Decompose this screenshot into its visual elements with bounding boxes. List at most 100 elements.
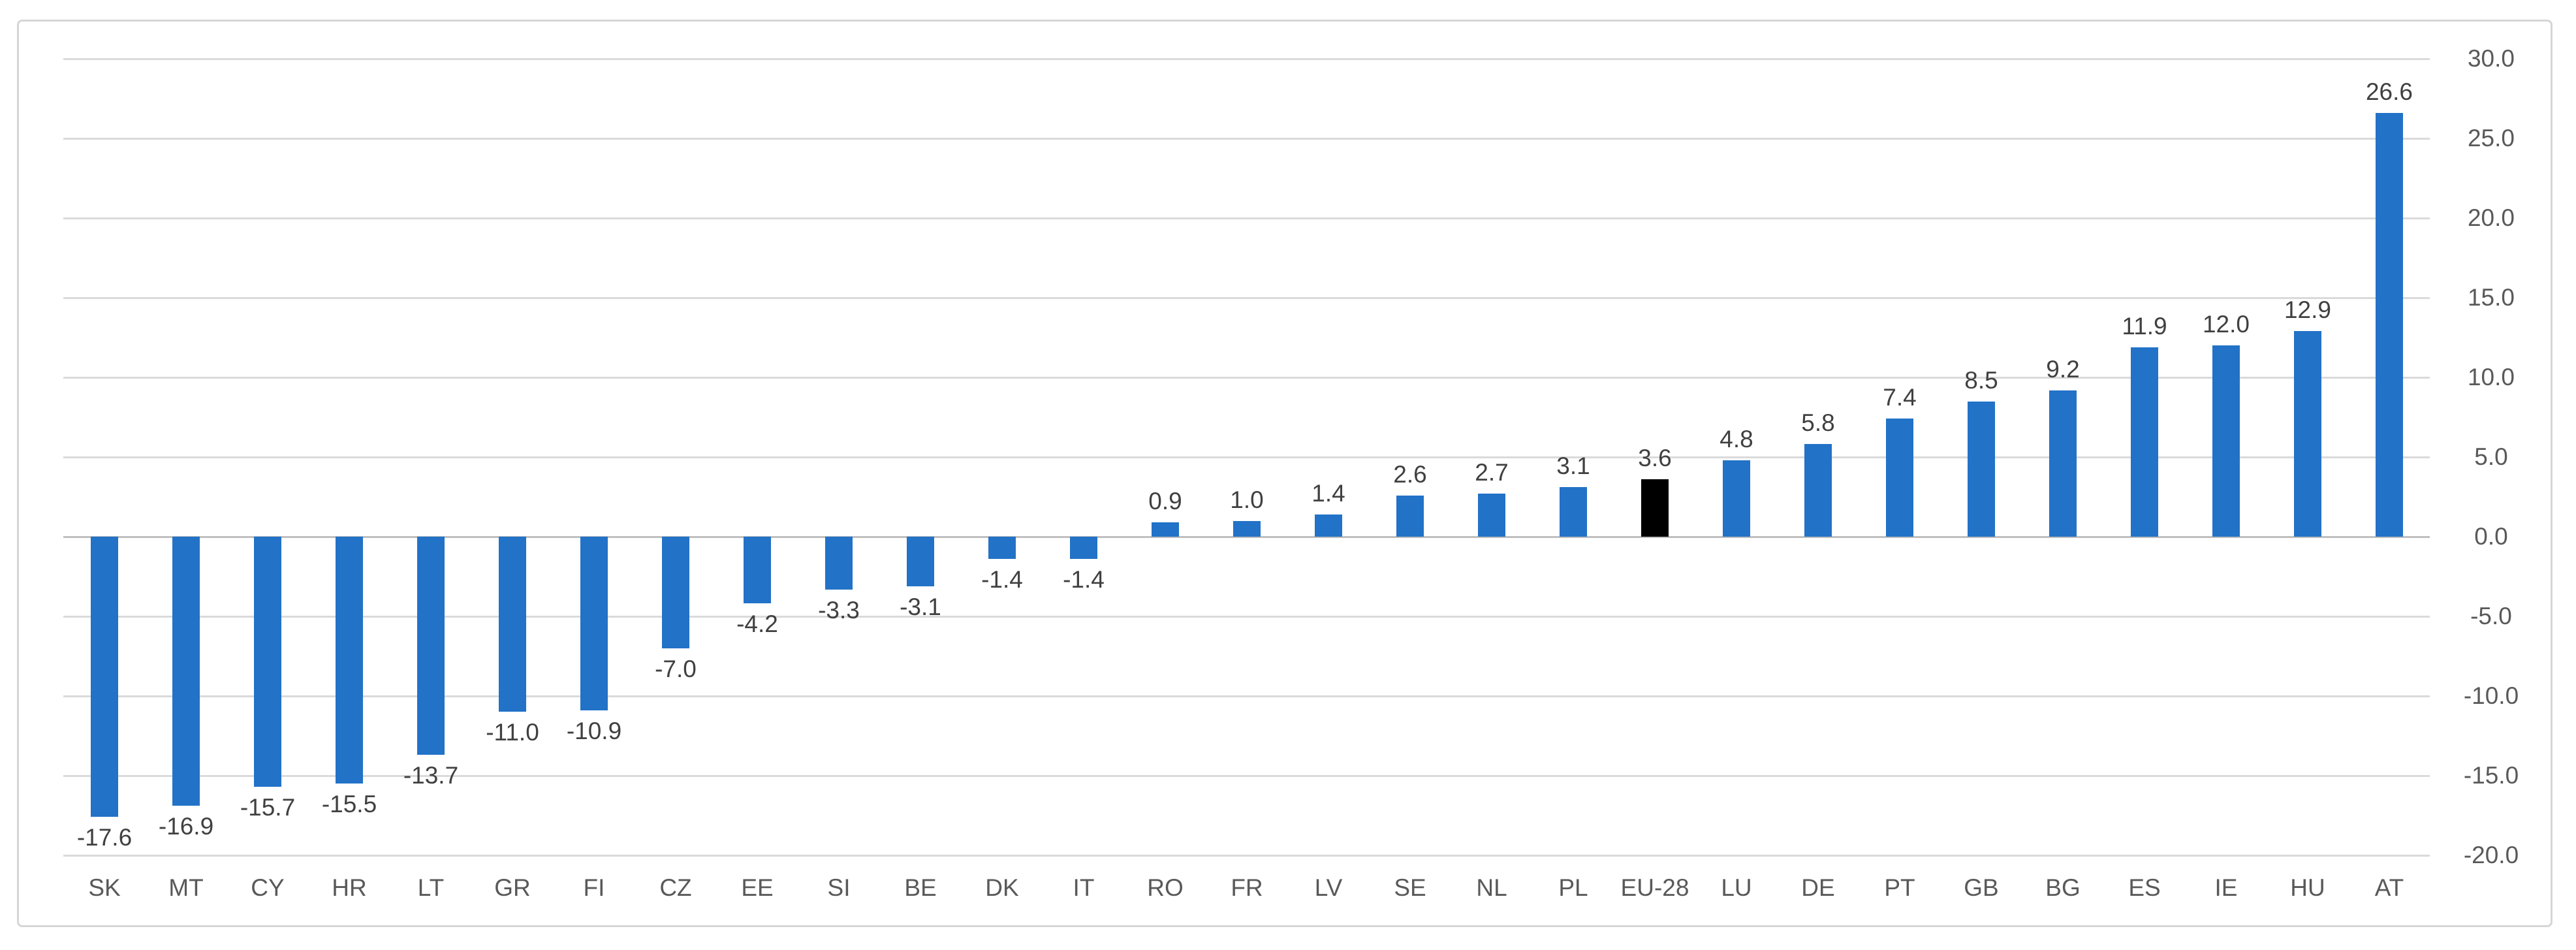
bar-hr bbox=[336, 537, 363, 784]
data-label-fi: -10.9 bbox=[566, 718, 622, 744]
category-label-sk: SK bbox=[88, 874, 121, 901]
data-label-sk: -17.6 bbox=[76, 824, 133, 851]
category-label-mt: MT bbox=[168, 874, 204, 901]
bar-fr bbox=[1233, 521, 1261, 537]
category-label-gr: GR bbox=[494, 874, 531, 901]
data-label-si: -3.3 bbox=[818, 597, 860, 624]
bar-gr bbox=[499, 537, 526, 712]
bar-be bbox=[907, 537, 934, 586]
gridline bbox=[63, 456, 2430, 458]
y-axis-tick-label: 0.0 bbox=[2474, 523, 2508, 550]
category-label-lv: LV bbox=[1314, 874, 1343, 901]
bar-de bbox=[1804, 444, 1832, 537]
bar-dk bbox=[988, 537, 1016, 559]
bar-gb bbox=[1968, 402, 1995, 537]
bar-pt bbox=[1886, 419, 1913, 537]
y-axis-tick-label: -15.0 bbox=[2463, 762, 2519, 789]
category-label-cy: CY bbox=[251, 874, 285, 901]
gridline bbox=[63, 775, 2430, 777]
category-label-fi: FI bbox=[583, 874, 605, 901]
bar-nl bbox=[1478, 494, 1505, 537]
y-axis-tick-label: 10.0 bbox=[2467, 364, 2515, 390]
data-label-cy: -15.7 bbox=[240, 794, 296, 821]
category-label-hr: HR bbox=[332, 874, 367, 901]
y-axis-tick-label: 5.0 bbox=[2474, 443, 2508, 470]
zero-axis-line bbox=[63, 536, 2430, 538]
category-label-bg: BG bbox=[2045, 874, 2081, 901]
category-label-lt: LT bbox=[417, 874, 445, 901]
bar-mt bbox=[172, 537, 200, 806]
data-label-dk: -1.4 bbox=[981, 566, 1023, 593]
data-label-de: 5.8 bbox=[1801, 409, 1835, 436]
data-label-lv: 1.4 bbox=[1312, 480, 1345, 507]
bar-lu bbox=[1723, 460, 1750, 537]
gridline bbox=[63, 377, 2430, 379]
y-axis-tick-label: 30.0 bbox=[2467, 45, 2515, 72]
category-label-gb: GB bbox=[1964, 874, 1999, 901]
gridline bbox=[63, 297, 2430, 299]
bar-pl bbox=[1560, 487, 1587, 537]
data-label-se: 2.6 bbox=[1393, 461, 1427, 488]
bar-bg bbox=[2049, 390, 2077, 537]
bar-eu-28 bbox=[1641, 479, 1669, 537]
data-label-gb: 8.5 bbox=[1964, 367, 1998, 394]
category-label-nl: NL bbox=[1476, 874, 1507, 901]
data-label-it: -1.4 bbox=[1063, 566, 1105, 593]
gridline bbox=[63, 58, 2430, 60]
data-label-bg: 9.2 bbox=[2046, 356, 2080, 383]
bar-ro bbox=[1152, 522, 1179, 537]
bar-es bbox=[2131, 347, 2158, 537]
bar-lv bbox=[1315, 515, 1342, 537]
data-label-eu-28: 3.6 bbox=[1638, 445, 1672, 471]
category-label-si: SI bbox=[827, 874, 851, 901]
bar-hu bbox=[2294, 331, 2321, 537]
y-axis-tick-label: 25.0 bbox=[2467, 125, 2515, 151]
category-label-eu-28: EU-28 bbox=[1620, 874, 1689, 901]
data-label-be: -3.1 bbox=[900, 594, 941, 620]
gridline bbox=[63, 138, 2430, 140]
data-label-gr: -11.0 bbox=[486, 719, 539, 746]
category-label-ee: EE bbox=[741, 874, 774, 901]
data-label-ro: 0.9 bbox=[1148, 488, 1182, 515]
bar-at bbox=[2376, 113, 2403, 537]
data-label-es: 11.9 bbox=[2122, 313, 2167, 340]
bar-lt bbox=[417, 537, 445, 755]
bar-cz bbox=[662, 537, 689, 648]
category-label-ie: IE bbox=[2214, 874, 2238, 901]
data-label-pl: 3.1 bbox=[1556, 452, 1590, 479]
category-label-se: SE bbox=[1394, 874, 1426, 901]
category-label-ro: RO bbox=[1147, 874, 1184, 901]
data-label-hu: 12.9 bbox=[2284, 296, 2331, 323]
bar-ee bbox=[744, 537, 771, 603]
category-label-lu: LU bbox=[1721, 874, 1752, 901]
bar-fi bbox=[580, 537, 608, 710]
y-axis-tick-label: -20.0 bbox=[2463, 842, 2519, 868]
data-label-cz: -7.0 bbox=[655, 656, 697, 682]
y-axis-tick-label: -10.0 bbox=[2463, 682, 2519, 709]
category-label-de: DE bbox=[1801, 874, 1835, 901]
category-label-cz: CZ bbox=[659, 874, 692, 901]
y-axis-tick-label: -5.0 bbox=[2470, 603, 2512, 629]
category-label-pt: PT bbox=[1884, 874, 1915, 901]
data-label-ee: -4.2 bbox=[736, 610, 778, 637]
data-label-at: 26.6 bbox=[2365, 78, 2413, 105]
y-axis-tick-label: 20.0 bbox=[2467, 204, 2515, 231]
category-label-it: IT bbox=[1073, 874, 1095, 901]
bar-si bbox=[825, 537, 853, 590]
gridline bbox=[63, 217, 2430, 219]
data-label-lt: -13.7 bbox=[403, 762, 459, 789]
gridline bbox=[63, 616, 2430, 618]
category-label-hu: HU bbox=[2290, 874, 2325, 901]
y-axis-tick-label: 15.0 bbox=[2467, 284, 2515, 311]
data-label-hr: -15.5 bbox=[321, 791, 377, 817]
bar-ie bbox=[2212, 345, 2240, 537]
bar-it bbox=[1070, 537, 1097, 559]
bar-sk bbox=[91, 537, 118, 817]
category-label-at: AT bbox=[2374, 874, 2404, 901]
bar-cy bbox=[254, 537, 281, 787]
bar-se bbox=[1396, 496, 1424, 537]
category-label-be: BE bbox=[904, 874, 937, 901]
data-label-fr: 1.0 bbox=[1230, 486, 1264, 513]
data-label-nl: 2.7 bbox=[1475, 459, 1509, 486]
